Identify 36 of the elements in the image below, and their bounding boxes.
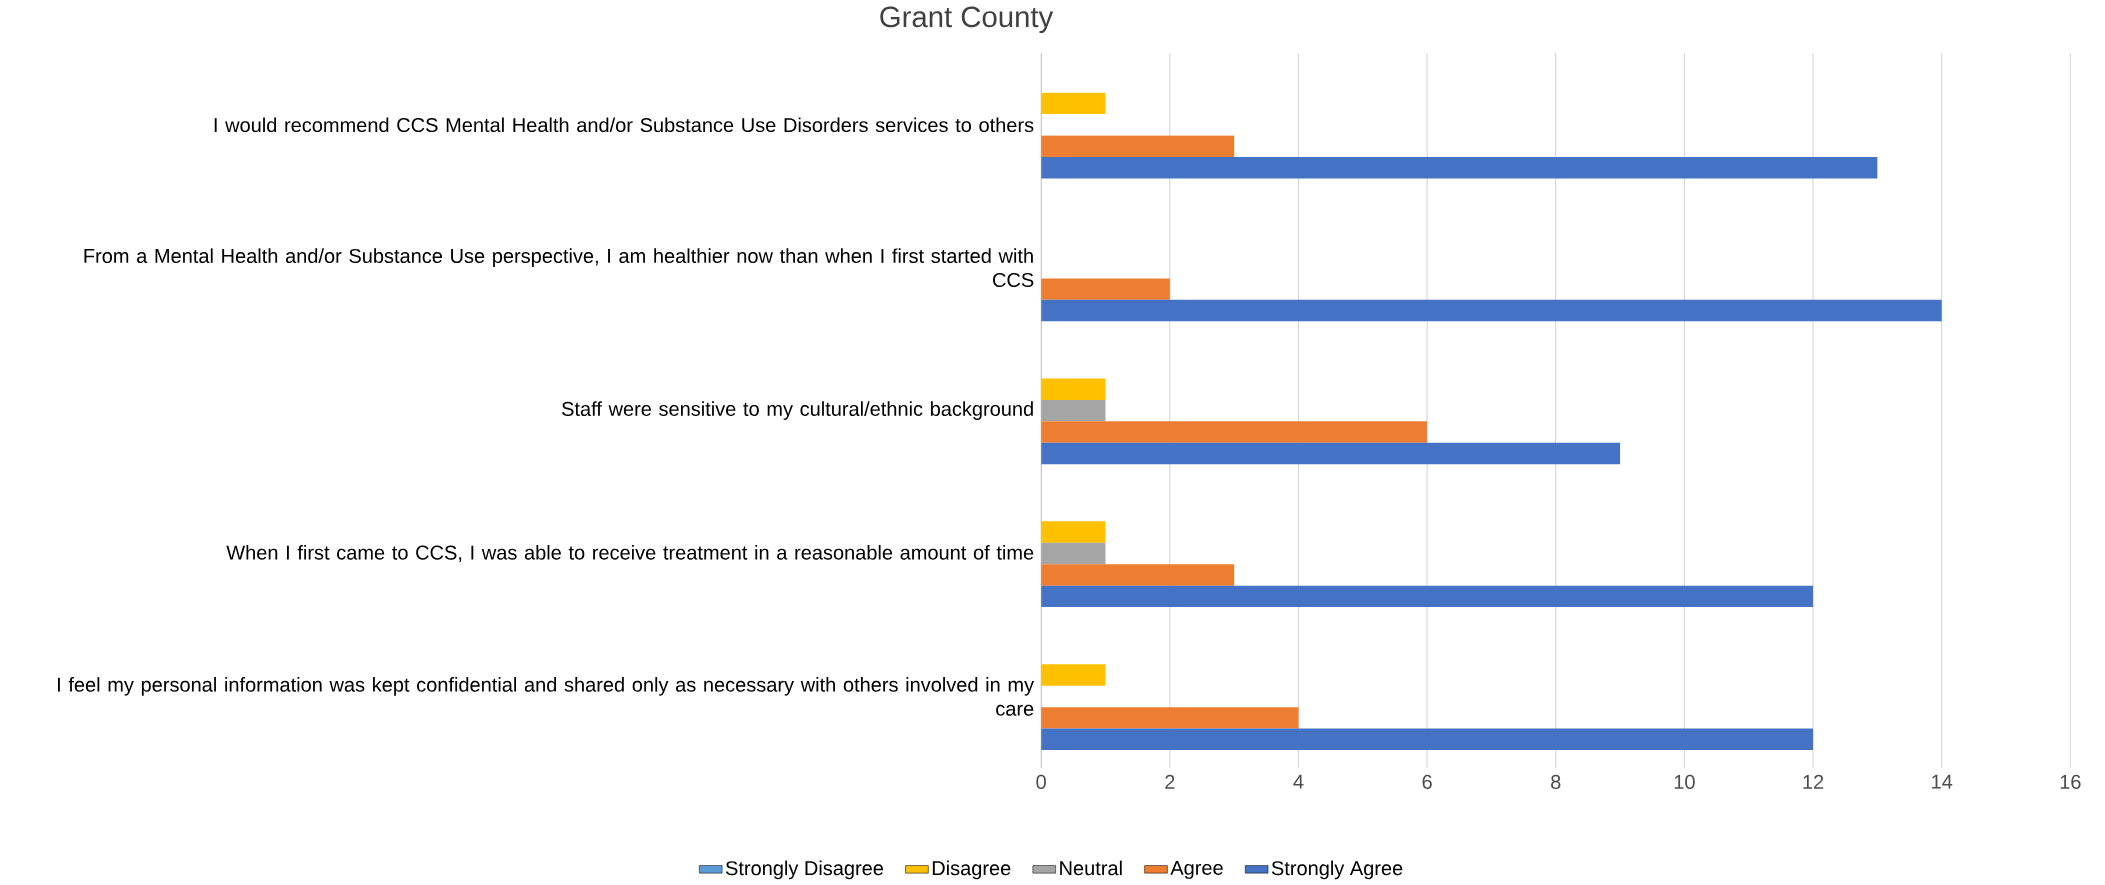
legend-label: Disagree [932, 860, 1011, 880]
x-tick-label: 16 [2060, 774, 2081, 789]
x-tick-label: 8 [1551, 774, 1561, 789]
bar [1041, 92, 1106, 114]
y-tick-label: I would recommend CCS Mental Health and/or Substance Use Disorders services to others [214, 117, 1034, 133]
x-tick-label: 10 [1674, 774, 1695, 789]
bar [1041, 707, 1299, 729]
chart-title: Grant County [880, 6, 1054, 33]
bar [1041, 542, 1106, 565]
bar [1041, 399, 1106, 422]
x-tick-label: 2 [1165, 774, 1175, 789]
legend-label: Strongly Disagree [725, 860, 884, 880]
bar [1041, 564, 1235, 586]
y-tick-label: I feel my personal information was kept confidential and shared only as necessary with others involved in my care [57, 676, 1035, 716]
bar [1041, 278, 1170, 300]
bar [1041, 521, 1106, 543]
y-tick-label: From a Mental Health and/or Substance Use perspective, I am healthier now than when I first started with CCS [84, 248, 1034, 287]
legend-label: Neutral [1060, 860, 1122, 876]
x-tick-label: 0 [1036, 774, 1046, 789]
bar [1041, 299, 1942, 322]
x-tick-label: 14 [1932, 774, 1953, 789]
y-tick-label: Staff were sensitive to my cultural/ethnic background [562, 401, 1033, 420]
y-tick-label: When I first came to CCS, I was able to receive treatment in a reasonable amount of time [226, 544, 1034, 562]
legend-label: Strongly Agree [1271, 860, 1403, 880]
x-tick-label: 6 [1422, 774, 1432, 789]
bar [1041, 378, 1106, 400]
bar [1041, 728, 1814, 750]
bar [1041, 664, 1106, 686]
legend-label: Agree [1170, 860, 1223, 879]
bar [1041, 135, 1235, 157]
bar [1041, 442, 1621, 465]
bar [1041, 421, 1428, 443]
bar [1041, 156, 1878, 179]
x-tick-label: 4 [1293, 774, 1304, 789]
x-tick-label: 12 [1803, 774, 1824, 789]
bar [1041, 585, 1814, 608]
